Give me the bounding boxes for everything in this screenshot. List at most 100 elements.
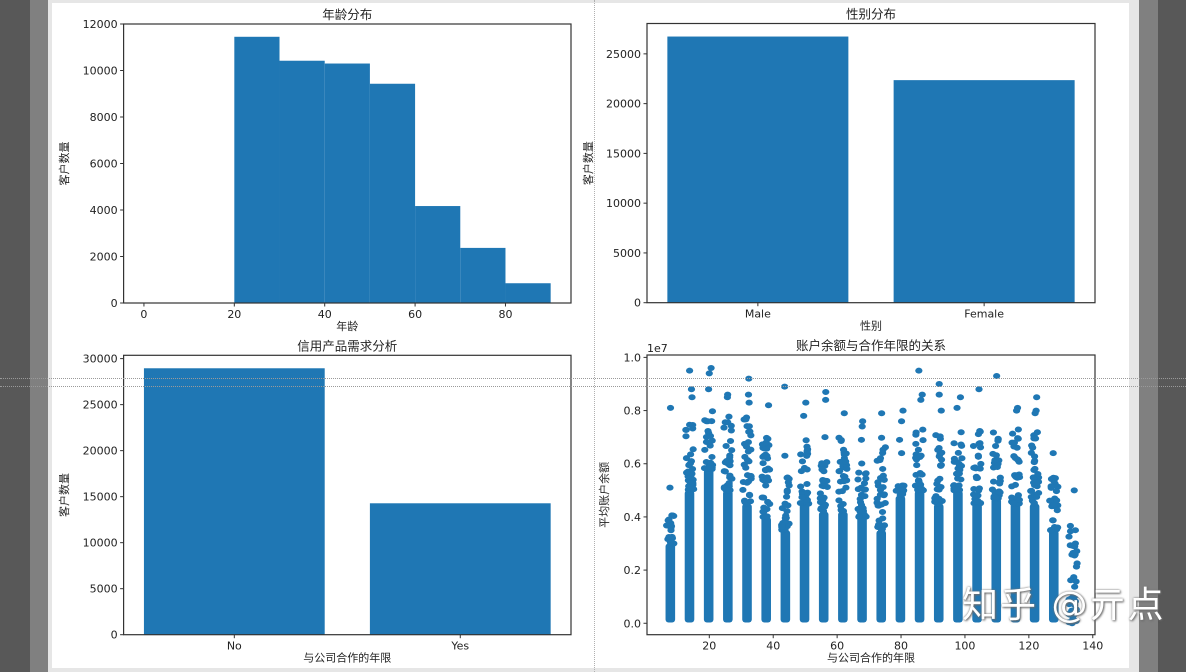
bar-male bbox=[667, 36, 849, 303]
x-tick-label: 100 bbox=[954, 640, 975, 653]
scatter-point bbox=[740, 440, 749, 447]
scatter-point bbox=[803, 452, 811, 459]
scatter-point bbox=[708, 437, 716, 444]
scatter-point bbox=[762, 439, 770, 446]
scatter-point bbox=[803, 447, 811, 454]
scatter-point bbox=[975, 440, 983, 447]
scatter-dense-band bbox=[838, 511, 848, 623]
y-axis-label: 客户数量 bbox=[57, 473, 71, 517]
scatter-point bbox=[726, 454, 734, 461]
scatter-point bbox=[1065, 596, 1073, 603]
y-tick-label: 20000 bbox=[606, 98, 641, 111]
scatter-point bbox=[822, 396, 830, 403]
scatter-point bbox=[745, 491, 754, 498]
scatter-point bbox=[1013, 404, 1022, 411]
scatter-point bbox=[859, 418, 867, 425]
scatter-point bbox=[670, 512, 678, 519]
scatter-point bbox=[1065, 533, 1073, 540]
scatter-point bbox=[708, 408, 717, 415]
scatter-point bbox=[727, 422, 735, 429]
scatter-point bbox=[839, 473, 848, 480]
scatter-point bbox=[1010, 453, 1018, 460]
scatter-point bbox=[992, 494, 1000, 501]
scatter-point bbox=[1033, 493, 1041, 500]
scatter-point bbox=[785, 482, 793, 489]
y-tick-label: 5000 bbox=[613, 247, 641, 260]
y-tick-label: 0 bbox=[634, 297, 641, 310]
scatter-point bbox=[742, 416, 750, 423]
window-frame-right-light bbox=[1129, 0, 1139, 672]
y-tick-label: 0.0 bbox=[624, 617, 642, 630]
scatter-point bbox=[837, 436, 845, 443]
y-tick-label: 8000 bbox=[90, 111, 118, 124]
scatter-point bbox=[1014, 457, 1022, 464]
y-axis-label: 平均账户余额 bbox=[597, 462, 611, 528]
scatter-point bbox=[912, 454, 920, 461]
scatter-point bbox=[683, 469, 691, 476]
chart-title: 性别分布 bbox=[846, 7, 896, 22]
scatter-point bbox=[1066, 522, 1074, 529]
window-frame-right-mid bbox=[1139, 0, 1158, 672]
scatter-point bbox=[1014, 492, 1022, 499]
scatter-point bbox=[862, 513, 870, 520]
scatter-point bbox=[1014, 426, 1022, 433]
scatter-point bbox=[994, 435, 1002, 442]
scatter-point bbox=[1033, 429, 1041, 436]
scatter-point bbox=[708, 453, 716, 460]
scatter-point bbox=[743, 479, 751, 486]
scatter-point bbox=[935, 486, 943, 493]
scatter-point bbox=[781, 452, 789, 459]
scatter-point bbox=[739, 486, 747, 493]
scatter-point bbox=[1071, 551, 1079, 558]
scatter-point bbox=[976, 465, 984, 472]
scatter-point bbox=[854, 486, 862, 493]
scatter-point bbox=[665, 516, 673, 523]
scatter-point bbox=[762, 482, 770, 489]
scatter-point bbox=[992, 443, 1000, 450]
scatter-point bbox=[912, 429, 920, 436]
scatter-point bbox=[685, 367, 694, 374]
scatter-point bbox=[796, 500, 804, 507]
scatter-point bbox=[706, 442, 714, 449]
scatter-point bbox=[937, 462, 945, 469]
scatter-point bbox=[1053, 507, 1061, 514]
scatter-point bbox=[742, 464, 750, 471]
scatter-dense-band bbox=[1010, 503, 1021, 623]
chart-title: 信用产品需求分析 bbox=[297, 338, 397, 353]
scatter-point bbox=[728, 447, 736, 454]
scatter-point bbox=[877, 434, 886, 441]
scatter-point bbox=[1034, 471, 1042, 478]
scatter-point bbox=[879, 465, 887, 472]
scatter-point bbox=[988, 486, 997, 493]
scatter-point bbox=[876, 455, 885, 462]
x-tick-label: Yes bbox=[450, 640, 469, 653]
scatter-point bbox=[1031, 410, 1039, 417]
subplot-3: 0 5000 10000 15000 20000 25000 30000 No Yes 信用产品需… bbox=[57, 338, 572, 665]
y-tick-label: 0.2 bbox=[624, 564, 642, 577]
scatter-point bbox=[919, 426, 927, 433]
scatter-point bbox=[1046, 497, 1054, 504]
scatter-dense-band bbox=[818, 511, 829, 623]
scatter-point bbox=[1071, 540, 1079, 547]
scatter-point bbox=[972, 498, 981, 505]
scatter-point bbox=[782, 493, 791, 500]
scatter-point bbox=[798, 458, 807, 465]
scatter-point bbox=[666, 539, 675, 546]
scatter-point bbox=[803, 489, 812, 496]
x-tick-label: 140 bbox=[1082, 640, 1103, 653]
subplot-4: 0.0 0.2 0.4 0.6 0.8 1.0 20 40 60 80 100 120 140 账户余额与… bbox=[597, 338, 1103, 665]
window-frame-right-dark bbox=[1158, 0, 1186, 672]
scatter-point bbox=[917, 471, 925, 478]
scatter-point bbox=[957, 476, 965, 483]
window-frame-left-light bbox=[48, 0, 52, 672]
scatter-point bbox=[1011, 481, 1019, 488]
y-axis-label: 客户数量 bbox=[57, 142, 71, 186]
scatter-point bbox=[745, 428, 753, 435]
scatter-point bbox=[760, 504, 768, 511]
scatter-point bbox=[935, 380, 943, 387]
histogram-bar bbox=[279, 60, 325, 303]
scatter-point bbox=[818, 460, 826, 467]
scatter-point bbox=[705, 370, 713, 377]
scatter-point bbox=[1049, 474, 1057, 481]
scatter-point bbox=[875, 521, 883, 528]
